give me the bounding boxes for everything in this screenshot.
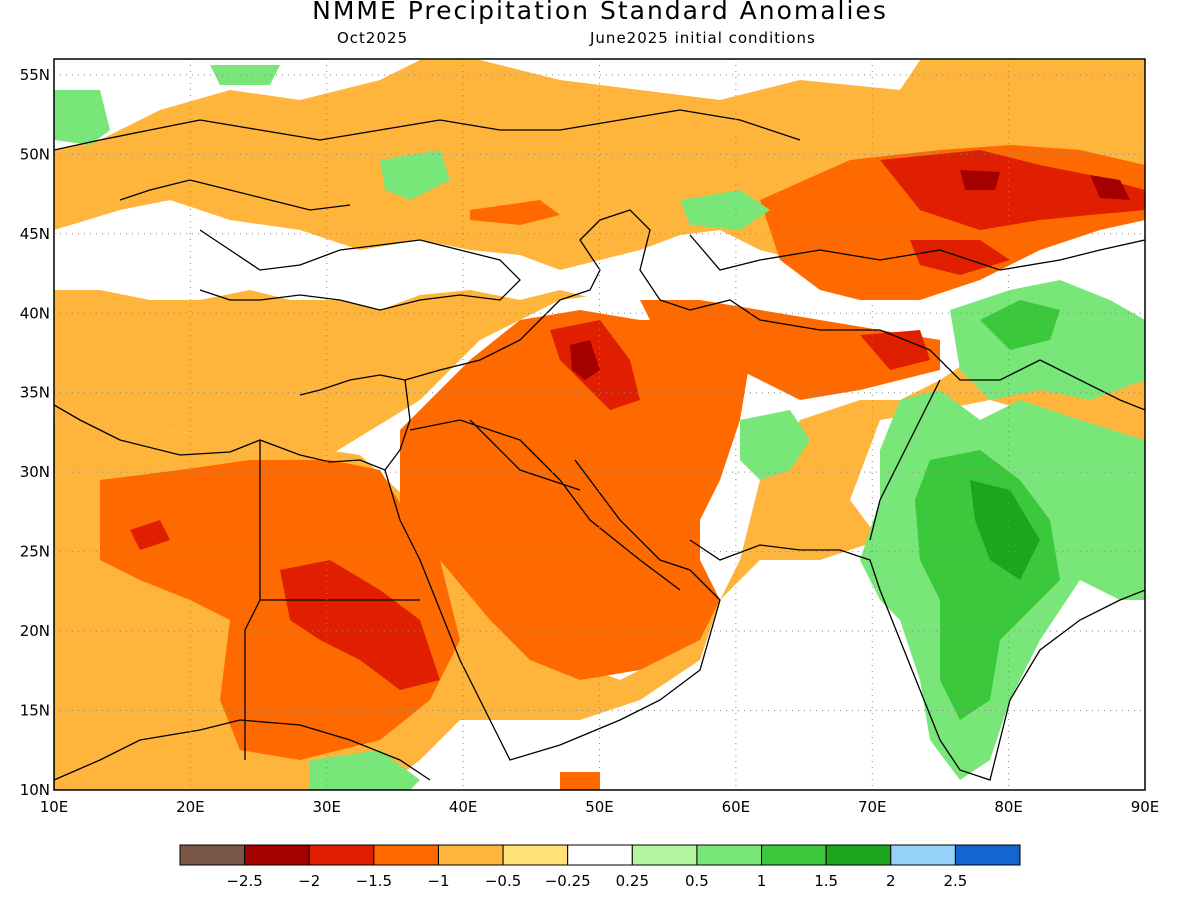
lat-tick-label: 20N xyxy=(20,622,50,640)
lat-tick-label: 45N xyxy=(20,225,50,243)
lat-tick-label: 10N xyxy=(20,781,50,799)
colorbar-swatch xyxy=(631,844,698,866)
lat-tick-label: 50N xyxy=(20,145,50,163)
initial-conditions: June2025 initial conditions xyxy=(590,29,816,47)
colorbar-swatch xyxy=(825,844,892,866)
colorbar-swatch xyxy=(308,844,375,866)
colorbar xyxy=(179,844,1021,866)
colorbar-label: 0.25 xyxy=(616,872,649,890)
colorbar-label: −1.5 xyxy=(356,872,392,890)
lat-tick-label: 15N xyxy=(20,702,50,720)
anomaly-field xyxy=(54,59,1145,790)
map-title: NMME Precipitation Standard Anomalies xyxy=(312,0,888,25)
lon-tick-label: 60E xyxy=(722,798,751,816)
colorbar-swatch xyxy=(244,844,310,866)
lon-tick-label: 90E xyxy=(1131,798,1160,816)
lat-tick-label: 35N xyxy=(20,384,50,402)
colorbar-swatch xyxy=(890,844,956,866)
colorbar-swatch xyxy=(761,844,827,866)
colorbar-swatch xyxy=(437,844,504,866)
colorbar-swatch xyxy=(954,844,1021,866)
colorbar-label: 2 xyxy=(886,872,896,890)
lon-tick-label: 30E xyxy=(312,798,341,816)
coastlines xyxy=(54,109,1145,790)
colorbar-label: −2.5 xyxy=(226,872,262,890)
lon-tick-label: 50E xyxy=(585,798,614,816)
forecast-month: Oct2025 xyxy=(337,29,409,47)
lon-tick-label: 40E xyxy=(449,798,478,816)
lat-tick-label: 25N xyxy=(20,543,50,561)
lon-tick-label: 80E xyxy=(994,798,1023,816)
map-frame xyxy=(53,58,1146,791)
colorbar-swatch xyxy=(567,844,633,866)
latitude-labels: 10N 15N 20N 25N 30N 35N 40N 45N 50N 55N xyxy=(20,66,50,799)
lon-tick-label: 20E xyxy=(176,798,205,816)
colorbar-label: 0.5 xyxy=(685,872,709,890)
colorbar-label: −0.25 xyxy=(545,872,591,890)
longitude-labels: 10E 20E 30E 40E 50E 60E 70E 80E 90E xyxy=(40,798,1160,816)
colorbar-label: 1 xyxy=(757,872,767,890)
colorbar-swatch xyxy=(502,844,569,866)
lat-tick-label: 55N xyxy=(20,66,50,84)
colorbar-swatch xyxy=(179,844,246,866)
colorbar-swatch xyxy=(696,844,763,866)
colorbar-label: 1.5 xyxy=(814,872,838,890)
lon-tick-label: 10E xyxy=(40,798,69,816)
colorbar-swatch xyxy=(373,844,439,866)
lat-tick-label: 40N xyxy=(20,304,50,322)
colorbar-label: 2.5 xyxy=(943,872,967,890)
colorbar-label: −2 xyxy=(298,872,320,890)
lat-tick-label: 30N xyxy=(20,463,50,481)
lon-tick-label: 70E xyxy=(858,798,887,816)
colorbar-label: −1 xyxy=(427,872,449,890)
colorbar-label: −0.5 xyxy=(485,872,521,890)
colorbar-labels: −2.5 −2 −1.5 −1 −0.5 −0.25 0.25 0.5 1 1.5 2 2.5 xyxy=(226,872,967,890)
